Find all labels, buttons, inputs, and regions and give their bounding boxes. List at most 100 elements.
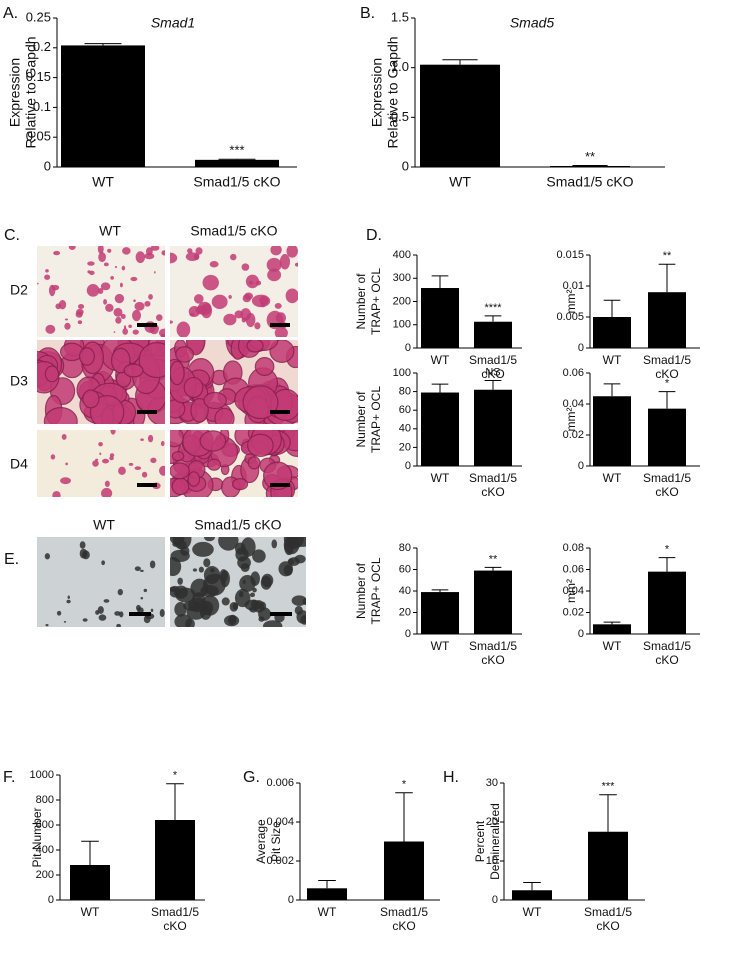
row-label: D3 [10,373,28,389]
cell [97,246,104,254]
scale-bar [129,612,151,616]
cell [247,456,261,470]
cell [175,346,195,363]
cell [122,247,131,255]
bar [420,64,500,167]
x-tick-label-box: WT [80,905,100,919]
y-tick-label: 10 [486,855,498,867]
x-tick-label-box: Smad1/5 cKO [643,471,691,499]
bar [195,159,279,167]
panel-letter: G. [243,769,260,786]
cell [171,451,185,462]
y-tick-label: 0.1 [33,99,51,114]
y-tick-label: 0 [492,894,498,906]
bar [550,166,630,167]
cell [140,597,144,600]
y-axis-label: mm² [564,408,578,432]
cell [113,331,116,333]
y-tick-label: 0.08 [563,542,584,554]
cell [76,308,84,316]
error-bar [484,566,502,571]
cell [114,266,118,269]
cell [177,577,183,585]
y-tick-label: 400 [36,844,54,856]
bar [307,888,347,900]
cell [199,430,227,452]
bar [421,288,459,348]
cell [89,270,95,276]
y-axis-label: Number of [354,562,368,619]
cell [105,303,114,312]
cell [119,282,123,288]
x-tick-label: Smad1/5 cKO [642,353,692,381]
x-tick-label-box: WT [603,353,622,367]
x-tick-label: WT [92,174,114,190]
cell [258,616,265,622]
error-bar [523,881,541,891]
x-tick-label: Smad1/5 cKO [642,639,692,667]
x-tick-label-box: WT [317,905,337,919]
y-tick-label: 1000 [30,769,54,781]
cell [140,569,144,573]
y-tick-label: 0 [44,158,51,173]
cell [274,303,282,309]
cell [138,342,165,379]
cell [198,566,204,573]
cell [271,539,278,549]
y-tick-label: 0.01 [563,280,584,292]
error-bar [599,794,617,832]
cell [254,357,275,377]
y-tick-label: 0 [405,460,411,472]
error-bar [84,43,122,46]
cell [249,606,258,613]
y-tick-label: 0.006 [266,777,294,789]
x-tick-label: WT [317,905,337,919]
cell [287,558,295,565]
bar [512,890,552,900]
cell [37,282,39,285]
bar [384,841,424,900]
cell [227,615,237,626]
y-tick-label: 0.015 [556,249,584,261]
cell [263,461,293,491]
cell [240,537,256,557]
cell [241,317,247,323]
y-tick-label: 80 [399,386,411,398]
y-tick-label: 800 [36,794,54,806]
cell [156,314,163,321]
x-tick-label-box: Smad1/5 cKO [642,353,692,381]
significance-label: **** [484,302,502,314]
cell [45,324,56,334]
cell [82,389,100,409]
y-axis-label: Expression [7,58,23,127]
significance-label: ** [585,149,595,164]
bar [474,321,512,348]
cell [149,560,156,569]
panel-letter: D. [366,227,382,244]
cell [159,465,165,476]
significance-label: *** [602,781,616,793]
x-tick-label: WT [80,905,100,919]
y-tick-label: 0.25 [26,9,51,24]
cell [110,430,116,435]
cell [203,566,221,585]
cell [56,610,62,616]
y-tick-label: 40 [399,423,411,435]
x-tick-label: Smad1/5 cKO [468,353,518,381]
cell [174,602,187,617]
y-tick-label: 0 [288,894,294,906]
cell [44,274,51,280]
row-label: D4 [10,456,28,472]
cell [118,466,126,475]
error-bar [431,383,449,393]
y-tick-label: 1.0 [391,59,409,74]
cell [45,269,49,273]
bar [155,820,195,900]
y-tick-label: 20 [399,606,411,618]
cell [131,309,142,322]
bar [421,392,459,466]
y-tick-label: 30 [486,777,498,789]
cell [67,595,70,599]
y-tick-label: 60 [399,404,411,416]
cell [114,611,121,616]
